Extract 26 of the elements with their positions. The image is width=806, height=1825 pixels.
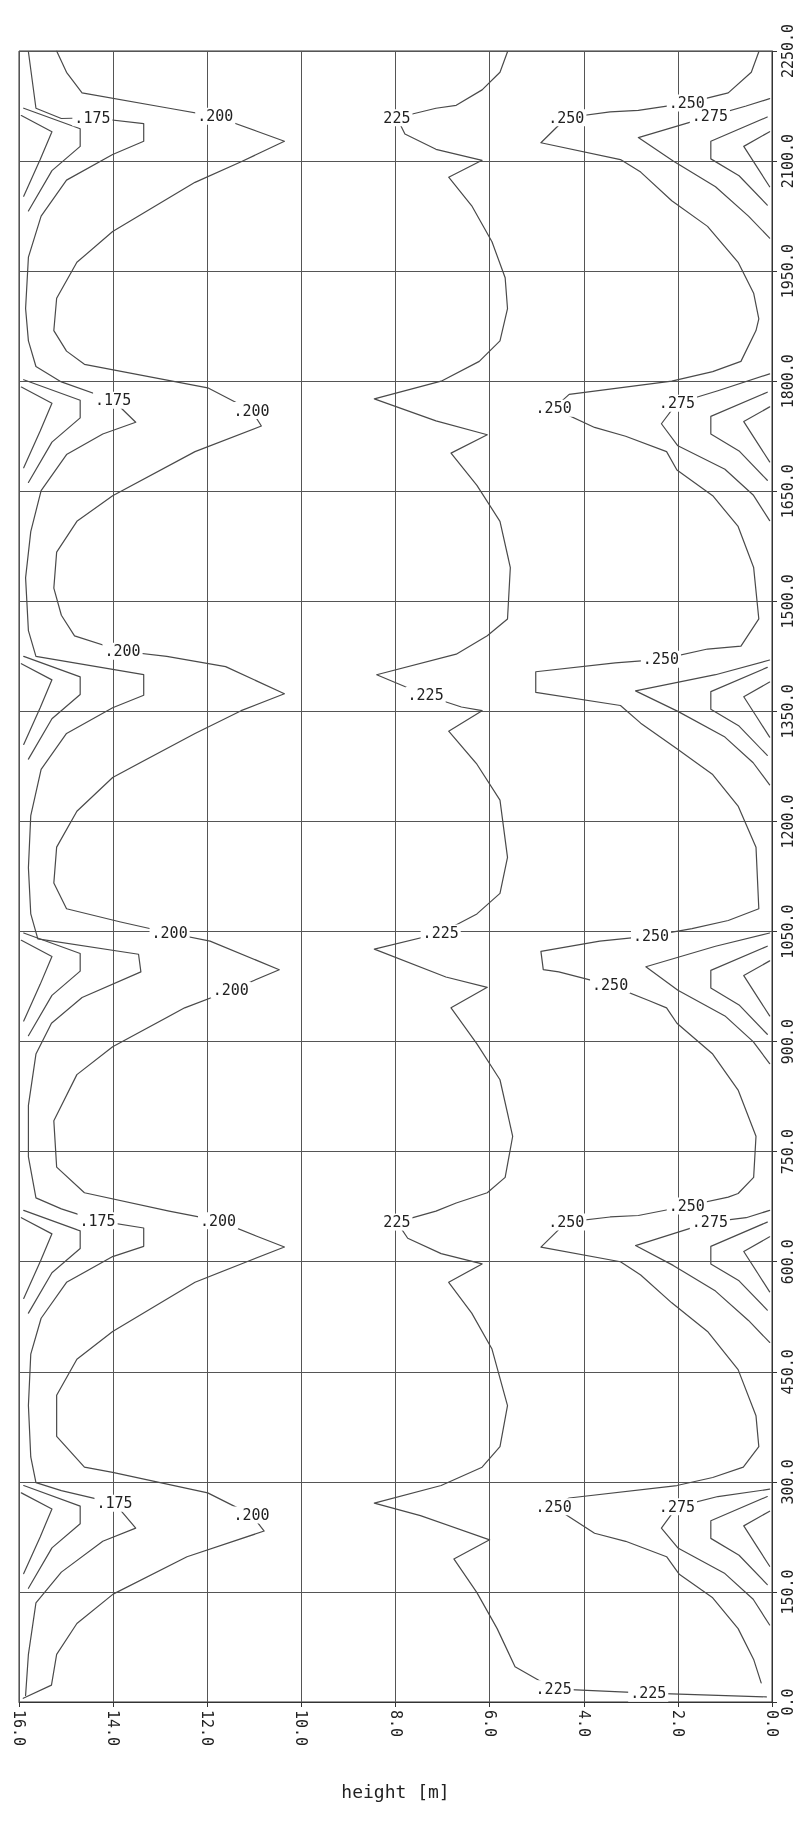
annotation: .200 — [233, 401, 270, 420]
y-tick-label: 1500.0 — [778, 574, 797, 629]
y-tick-label: 300.0 — [778, 1459, 797, 1505]
x-tick-label: 12.0 — [198, 1710, 217, 1747]
y-tick-label: 900.0 — [778, 1019, 797, 1065]
x-tick-label: 8.0 — [386, 1710, 405, 1738]
y-tick-label: 150.0 — [778, 1569, 797, 1615]
x-tick-label: 6.0 — [480, 1710, 499, 1738]
y-tick-label: 450.0 — [778, 1349, 797, 1395]
y-tick-label: 750.0 — [778, 1129, 797, 1175]
y-tick-label: 600.0 — [778, 1239, 797, 1285]
y-tick-label: 1800.0 — [778, 354, 797, 409]
x-tick-label: 16.0 — [10, 1710, 28, 1747]
x-tick-label: 10.0 — [292, 1710, 311, 1747]
y-tick-label: 0.0 — [778, 1688, 797, 1716]
y-tick-label: 2250.0 — [778, 23, 797, 79]
y-tick-label: 1050.0 — [778, 904, 797, 959]
y-tick-label: 1650.0 — [778, 464, 797, 519]
x-tick-label: 2.0 — [668, 1710, 687, 1738]
x-tick-label: 4.0 — [574, 1710, 593, 1738]
x-tick-label: 14.0 — [104, 1710, 123, 1747]
y-tick-label: 1200.0 — [778, 794, 797, 849]
x-axis-title: height [m] — [341, 1780, 450, 1802]
y-tick-label: 1950.0 — [778, 244, 797, 299]
y-tick-label: 2100.0 — [778, 133, 797, 189]
y-tick-label: 1350.0 — [778, 684, 797, 739]
